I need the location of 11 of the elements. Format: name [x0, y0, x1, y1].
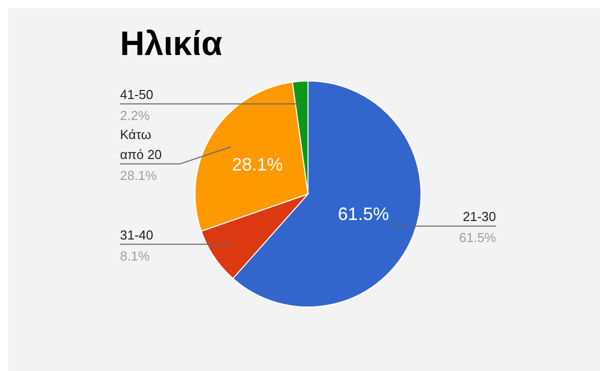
slice-label: 41-50: [120, 86, 154, 102]
data-label: 8.1%: [120, 248, 150, 264]
chart-title: Ηλικία: [120, 25, 222, 63]
data-label: 2.2%: [120, 108, 150, 123]
data-label: 28.1%: [232, 154, 283, 175]
slice-label: 31-40: [120, 227, 154, 242]
slice-label: Κάτω από 20: [120, 126, 162, 162]
text: 28.1%: [120, 168, 157, 183]
slice-label: 21-30: [462, 209, 496, 224]
data-label: 61.5%: [338, 204, 389, 224]
text: 61.5%: [459, 230, 496, 246]
